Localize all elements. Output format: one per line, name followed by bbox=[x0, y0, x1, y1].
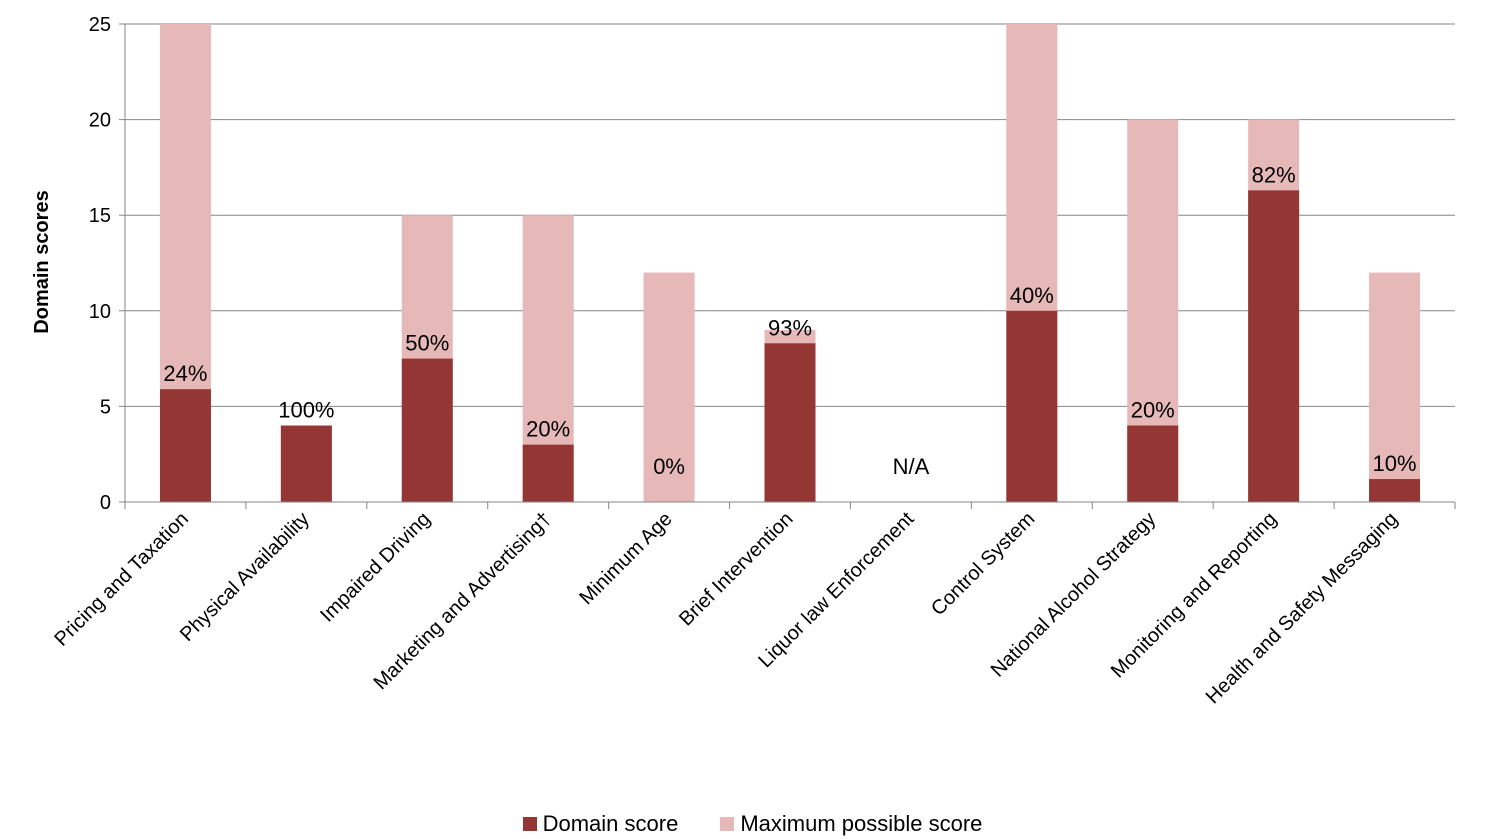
legend-label-max-score: Maximum possible score bbox=[740, 811, 983, 836]
data-label: 20% bbox=[526, 417, 570, 442]
y-tick-label: 5 bbox=[100, 396, 111, 418]
x-category-label: Impaired Driving bbox=[316, 508, 435, 627]
y-tick-label: 25 bbox=[89, 14, 111, 36]
axes bbox=[119, 23, 1456, 509]
y-tick-label: 15 bbox=[89, 205, 111, 227]
legend-item-max-score: Maximum possible score bbox=[720, 811, 982, 837]
bar-domain-score bbox=[280, 425, 332, 502]
data-label: 82% bbox=[1252, 162, 1296, 187]
y-axis-label: Domain scores bbox=[31, 190, 53, 333]
bar-domain-score bbox=[1127, 425, 1179, 502]
x-category-label: Health and Safety Messaging bbox=[1202, 508, 1402, 708]
bar-domain-score bbox=[159, 389, 211, 502]
domain-score-bars bbox=[159, 190, 1421, 502]
data-label: 100% bbox=[278, 398, 334, 423]
x-category-label: Minimum Age bbox=[575, 508, 676, 609]
data-label: 20% bbox=[1131, 398, 1175, 423]
bar-max-score bbox=[643, 272, 695, 502]
data-label: 50% bbox=[405, 331, 449, 356]
bar-domain-score bbox=[1369, 479, 1421, 502]
legend: Domain score Maximum possible score bbox=[0, 811, 1505, 837]
bar-max-score bbox=[1369, 272, 1421, 502]
y-tick-label: 0 bbox=[100, 492, 111, 514]
gridlines bbox=[125, 23, 1455, 407]
legend-item-domain-score: Domain score bbox=[522, 811, 679, 837]
data-label: 24% bbox=[163, 361, 207, 386]
x-category-label: Physical Availability bbox=[176, 508, 314, 646]
bar-domain-score bbox=[764, 343, 816, 502]
bar-domain-score bbox=[522, 444, 574, 502]
x-category-label: Control System bbox=[927, 508, 1039, 620]
legend-swatch-domain-score bbox=[522, 817, 537, 831]
data-label: 40% bbox=[1010, 283, 1054, 308]
legend-label-domain-score: Domain score bbox=[542, 811, 679, 836]
bar-domain-score bbox=[401, 358, 453, 502]
data-label: 0% bbox=[653, 454, 685, 479]
x-category-label: Pricing and Taxation bbox=[50, 508, 193, 651]
x-category-label: Brief Intervention bbox=[675, 508, 797, 630]
y-tick-label: 20 bbox=[89, 110, 111, 132]
data-label: N/A bbox=[893, 454, 930, 479]
data-labels: 24% 100% 50% 20% 0% 93% N/A 40% 20% 82% 10% bbox=[163, 162, 1416, 479]
bar-domain-score bbox=[1248, 190, 1300, 502]
data-label: 93% bbox=[768, 315, 812, 340]
legend-swatch-max-score bbox=[720, 817, 735, 831]
data-label: 10% bbox=[1373, 451, 1417, 476]
y-tick-labels: 0 5 10 15 20 25 bbox=[89, 14, 111, 514]
y-tick-label: 10 bbox=[89, 301, 111, 323]
bar-domain-score bbox=[1006, 310, 1058, 502]
